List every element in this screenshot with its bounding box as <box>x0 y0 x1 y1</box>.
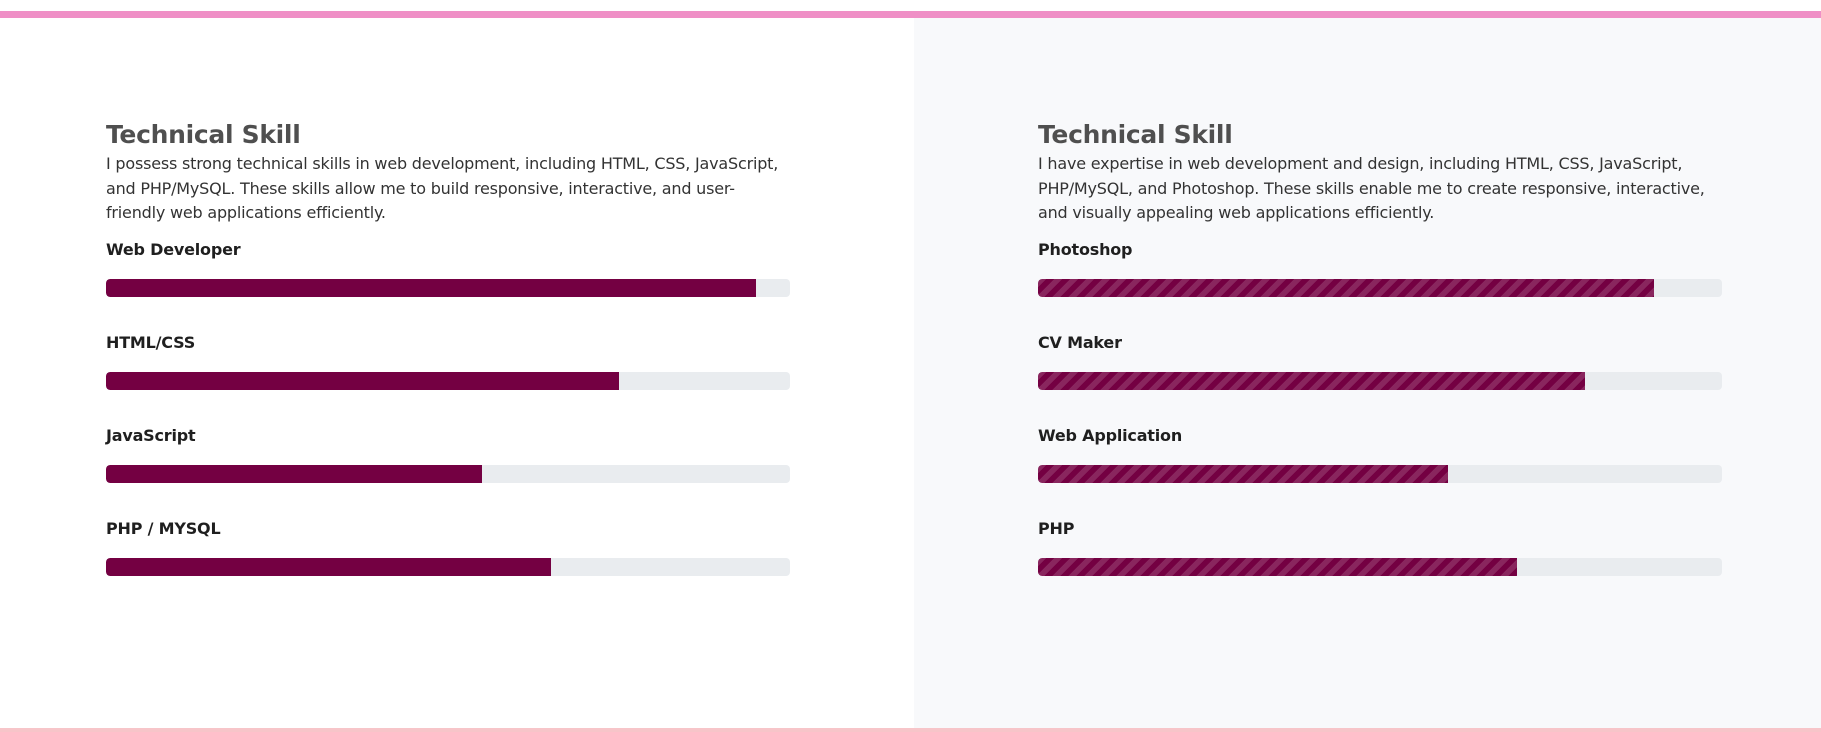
skill-php-mysql: PHP / MYSQL <box>106 519 790 576</box>
skills-panel-right: Technical Skill I have expertise in web … <box>914 18 1821 728</box>
progress-track <box>106 372 790 390</box>
skill-php: PHP <box>1038 519 1722 576</box>
progress-fill <box>1038 465 1449 483</box>
progress-fill <box>106 465 483 483</box>
top-accent-line <box>0 11 1821 18</box>
section-title: Technical Skill <box>106 120 301 149</box>
progress-fill <box>1038 558 1517 576</box>
progress-track <box>1038 465 1722 483</box>
skill-photoshop: Photoshop <box>1038 240 1722 297</box>
skills-content-right: Technical Skill I have expertise in web … <box>1038 118 1722 576</box>
skills-panel-left: Technical Skill I possess strong technic… <box>0 18 914 728</box>
progress-fill <box>1038 372 1586 390</box>
skill-web-developer: Web Developer <box>106 240 790 297</box>
progress-track <box>1038 279 1722 297</box>
skill-label: PHP <box>1038 519 1075 538</box>
skill-label: HTML/CSS <box>106 333 196 352</box>
progress-track <box>1038 372 1722 390</box>
section-description: I possess strong technical skills in web… <box>106 154 779 222</box>
section-title: Technical Skill <box>1038 120 1233 149</box>
skill-label: Web Application <box>1038 426 1183 445</box>
progress-fill <box>1038 279 1654 297</box>
progress-track <box>106 279 790 297</box>
skill-web-application: Web Application <box>1038 426 1722 483</box>
progress-track <box>1038 558 1722 576</box>
skill-cv-maker: CV Maker <box>1038 333 1722 390</box>
skill-label: Photoshop <box>1038 240 1133 259</box>
section-description: I have expertise in web development and … <box>1038 154 1705 222</box>
skill-javascript: JavaScript <box>106 426 790 483</box>
skill-html-css: HTML/CSS <box>106 333 790 390</box>
skills-content-left: Technical Skill I possess strong technic… <box>106 118 790 576</box>
progress-track <box>106 558 790 576</box>
skill-label: Web Developer <box>106 240 241 259</box>
skill-label: JavaScript <box>106 426 196 445</box>
progress-track <box>106 465 790 483</box>
skill-label: CV Maker <box>1038 333 1122 352</box>
skill-label: PHP / MYSQL <box>106 519 221 538</box>
progress-fill <box>106 372 619 390</box>
progress-fill <box>106 279 756 297</box>
progress-fill <box>106 558 551 576</box>
bottom-accent-line <box>0 728 1821 732</box>
